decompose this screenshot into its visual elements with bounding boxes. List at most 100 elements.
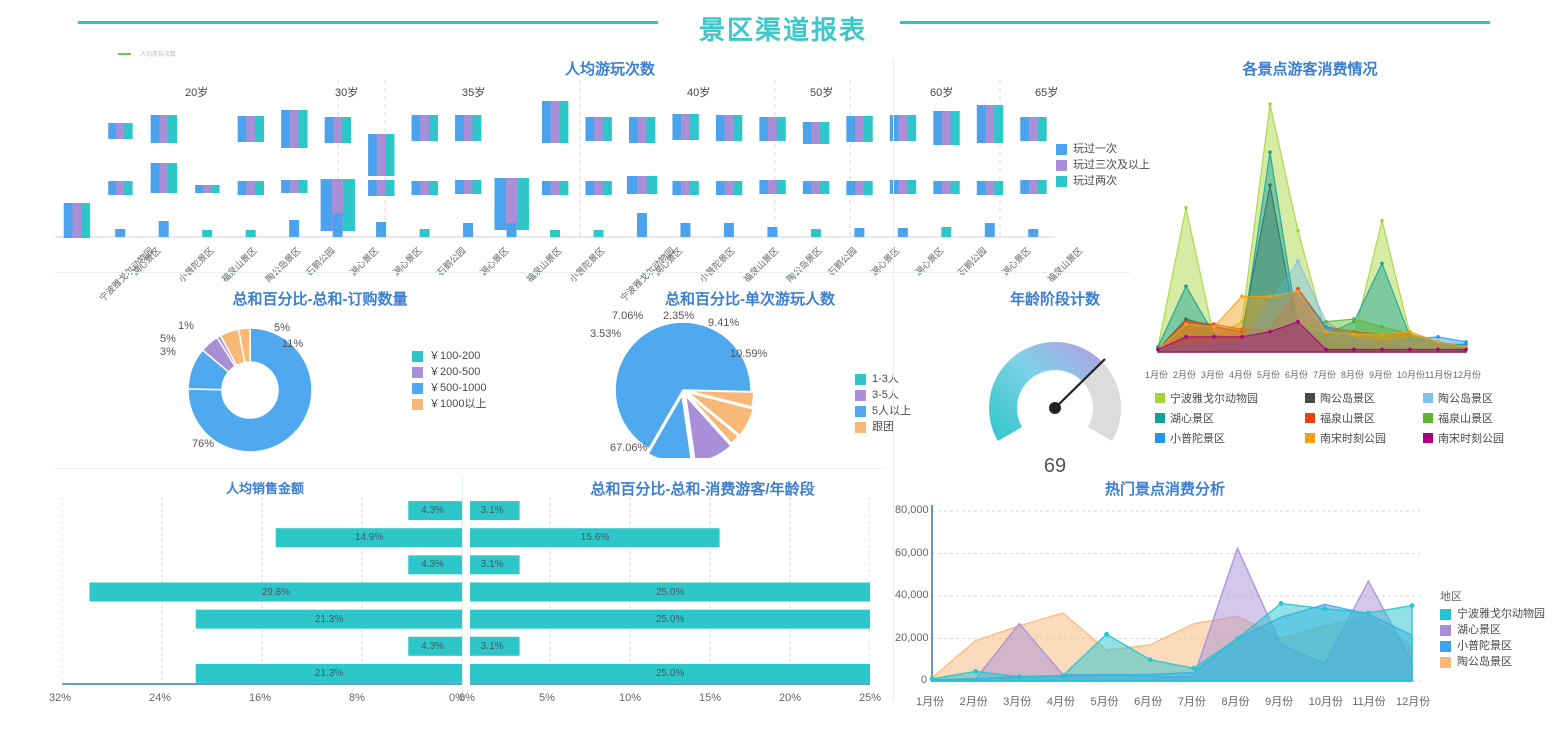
header-rule-right <box>900 21 1490 24</box>
x-axis-tick: 16% <box>249 692 272 704</box>
spot-axis-label: 湖心景区 <box>391 245 424 278</box>
donut-legend-item[interactable]: ￥200-500 <box>412 366 487 379</box>
month-axis-label: 7月份 <box>1177 696 1206 708</box>
x-axis-tick: 32% <box>49 692 72 704</box>
bar-value-label: 25.0% <box>656 613 685 625</box>
spend-area-legend-item[interactable]: 南宋时刻公园 <box>1423 430 1541 446</box>
legend-label: 玩过两次 <box>1073 175 1117 187</box>
bar-value-label: 3.1% <box>480 640 504 652</box>
legend-swatch-icon <box>1305 393 1315 403</box>
hot-area-chart[interactable] <box>929 505 1420 690</box>
month-axis-label: 11月份 <box>1425 370 1453 380</box>
spot-axis-label: 石鹅公园 <box>304 245 337 278</box>
legend-label: 宁波雅戈尔动物园 <box>1457 608 1545 620</box>
sales-bar-chart-title: 人均销售金额 <box>225 481 304 496</box>
pie-legend-item[interactable]: 1-3人 <box>855 373 911 386</box>
x-axis-tick: 8% <box>349 692 365 704</box>
pie-slice-label: 9.41% <box>708 317 740 329</box>
spend-area-legend-item[interactable]: 陶公岛景区 <box>1305 390 1423 406</box>
spend-area-legend-item[interactable]: 福泉山景区 <box>1423 410 1541 426</box>
spend-area-chart[interactable] <box>1152 85 1472 365</box>
pie-legend-item[interactable]: 5人以上 <box>855 405 911 418</box>
tourist-bar-chart[interactable] <box>469 497 871 692</box>
spot-axis-label: 福泉山景区 <box>219 245 259 285</box>
legend-label: 宁波雅戈尔动物园 <box>1170 393 1258 405</box>
pie-legend: 1-3人 3-5人 5人以上跟团 <box>855 373 911 437</box>
legend-swatch-icon <box>412 367 423 378</box>
legend-swatch-icon <box>1440 657 1451 668</box>
donut-chart[interactable] <box>160 315 340 470</box>
spot-axis-label: 小普陀景区 <box>698 245 737 285</box>
donut-legend-item[interactable]: ￥500-1000 <box>412 382 487 395</box>
visits-chart[interactable] <box>55 78 1055 255</box>
x-axis-tick: 15% <box>699 692 722 704</box>
pie-chart[interactable] <box>595 318 775 464</box>
spend-area-legend-item[interactable]: 南宋时刻公园 <box>1305 430 1423 446</box>
bar-value-label: 4.3% <box>421 559 444 571</box>
spot-axis-label: 福泉山景区 <box>524 245 564 285</box>
hot-area-legend-item[interactable]: 宁波雅戈尔动物园 <box>1440 608 1545 621</box>
legend-label: ￥1000以上 <box>429 398 487 410</box>
legend-label: ￥500-1000 <box>429 382 487 394</box>
legend-swatch-icon <box>1155 413 1165 423</box>
legend-swatch-icon <box>855 422 866 433</box>
visits-legend-item[interactable]: 玩过三次及以上 <box>1056 159 1150 172</box>
donut-slice-label: 11% <box>282 338 304 350</box>
month-axis-label: 7月份 <box>1313 370 1337 380</box>
pie-legend-item[interactable]: 跟团 <box>855 421 911 434</box>
legend-label: 陶公岛景区 <box>1457 656 1512 668</box>
spot-axis-label: 湖心景区 <box>347 245 381 278</box>
donut-slice-label: 5% <box>160 333 176 345</box>
legend-swatch-icon <box>1305 413 1315 423</box>
spot-axis-label: 湖心景区 <box>999 245 1033 278</box>
month-axis-label: 3月份 <box>1003 696 1032 708</box>
divider-vertical <box>462 475 463 700</box>
spend-area-legend-item[interactable]: 小普陀景区 <box>1155 430 1305 446</box>
donut-legend-item[interactable]: ￥1000以上 <box>412 398 487 411</box>
month-axis-label: 4月份 <box>1046 696 1076 708</box>
spend-area-legend-item[interactable]: 福泉山景区 <box>1305 410 1423 426</box>
hot-area-legend: 地区 宁波雅戈尔动物园 湖心景区 小普陀景区 陶公岛景区 <box>1440 588 1545 672</box>
month-axis-label: 4月份 <box>1229 370 1253 380</box>
pie-chart-title: 总和百分比-单次游玩人数 <box>665 291 835 308</box>
month-axis-label: 8月份 <box>1341 370 1365 380</box>
legend-label: ￥100-200 <box>429 350 481 362</box>
tourist-bar-chart-title: 总和百分比-总和-消费游客/年龄段 <box>590 481 815 498</box>
spot-axis-label: 湖心景区 <box>477 245 511 278</box>
spend-area-legend: 宁波雅戈尔动物园 陶公岛景区 陶公岛景区 湖心景区 福泉山景区 福泉山景区 小普陀景区 南宋时… <box>1155 390 1541 446</box>
visits-legend-item[interactable]: 玩过两次 <box>1056 175 1150 188</box>
age-group-label: 50岁 <box>810 87 834 99</box>
age-group-label: 30岁 <box>335 87 359 99</box>
legend-swatch-icon <box>1423 413 1433 423</box>
pie-legend-item[interactable]: 3-5人 <box>855 389 911 402</box>
month-axis-label: 1月份 <box>1145 370 1169 380</box>
x-axis-tick: 25% <box>859 692 882 704</box>
legend-label: 陶公岛景区 <box>1320 393 1375 405</box>
age-group-label: 60岁 <box>930 87 954 99</box>
hot-area-legend-item[interactable]: 湖心景区 <box>1440 624 1545 637</box>
bar-value-label: 14.9% <box>354 532 384 544</box>
gauge-value: 69 <box>1043 455 1067 477</box>
month-axis-label: 11月份 <box>1352 696 1386 708</box>
donut-legend-item[interactable]: ￥100-200 <box>412 350 487 363</box>
hot-area-legend-item[interactable]: 陶公岛景区 <box>1440 656 1545 669</box>
legend-swatch-icon <box>1305 433 1315 443</box>
visits-legend-item[interactable]: 玩过一次 <box>1056 143 1150 156</box>
donut-legend: ￥100-200 ￥200-500 ￥500-1000 ￥1000以上 <box>412 350 487 414</box>
spend-area-legend-item[interactable]: 湖心景区 <box>1155 410 1305 426</box>
spend-area-legend-item[interactable]: 陶公岛景区 <box>1423 390 1541 406</box>
divider-right <box>893 60 894 700</box>
legend-label: 湖心景区 <box>1170 413 1214 425</box>
gauge-chart[interactable] <box>975 318 1135 451</box>
hot-area-legend-item[interactable]: 小普陀景区 <box>1440 640 1545 653</box>
spend-area-legend-item[interactable]: 宁波雅戈尔动物园 <box>1155 390 1305 406</box>
legend-label: 福泉山景区 <box>1320 413 1375 425</box>
y-axis-tick: 40,000 <box>895 589 929 601</box>
sales-bar-chart[interactable] <box>61 497 463 692</box>
donut-slice-label: 3% <box>160 346 176 358</box>
month-axis-label: 5月份 <box>1257 370 1281 380</box>
month-axis-label: 6月份 <box>1285 370 1309 380</box>
line-swatch-icon <box>118 52 131 55</box>
age-group-label: 40岁 <box>687 87 711 99</box>
